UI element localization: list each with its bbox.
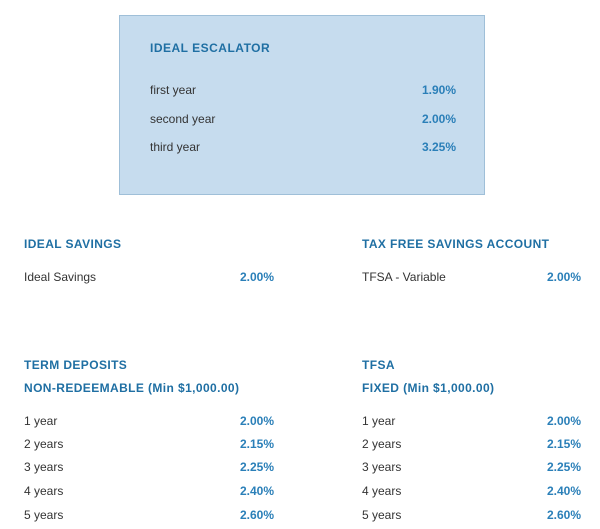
term-deposits-subtitle: NON-REDEEMABLE (Min $1,000.00): [24, 381, 240, 395]
rate-label: third year: [150, 140, 201, 154]
rate-row: 1 year 2.00%: [362, 414, 581, 430]
rate-row: TFSA - Variable 2.00%: [362, 270, 581, 286]
rate-label: 1 year: [24, 414, 58, 428]
rate-row: 5 years 2.60%: [24, 508, 274, 524]
rate-value: 2.00%: [546, 414, 581, 428]
rate-label: 3 years: [362, 460, 402, 474]
rate-label: 5 years: [362, 508, 402, 522]
rate-label: 1 year: [362, 414, 396, 428]
rate-row: 3 years 2.25%: [362, 460, 581, 476]
rate-row: first year 1.90%: [150, 83, 456, 99]
rate-row: 5 years 2.60%: [362, 508, 581, 524]
rate-value: 2.00%: [421, 112, 456, 126]
rate-label: TFSA - Variable: [362, 270, 446, 284]
rate-value: 2.60%: [239, 508, 274, 522]
rate-label: 4 years: [362, 484, 402, 498]
rate-label: 4 years: [24, 484, 64, 498]
rate-value: 2.00%: [239, 270, 274, 284]
rate-value: 2.60%: [546, 508, 581, 522]
ideal-escalator-title: IDEAL ESCALATOR: [150, 41, 271, 55]
tfsa-savings-title: TAX FREE SAVINGS ACCOUNT: [362, 237, 550, 251]
rate-row: 1 year 2.00%: [24, 414, 274, 430]
rate-label: second year: [150, 112, 216, 126]
rate-label: 3 years: [24, 460, 64, 474]
rate-value: 2.00%: [546, 270, 581, 284]
rate-row: 4 years 2.40%: [362, 484, 581, 500]
ideal-savings-title: IDEAL SAVINGS: [24, 237, 122, 251]
rate-value: 2.25%: [239, 460, 274, 474]
rate-value: 2.15%: [239, 437, 274, 451]
rate-row: 4 years 2.40%: [24, 484, 274, 500]
rate-label: 2 years: [24, 437, 64, 451]
rate-value: 3.25%: [421, 140, 456, 154]
rate-label: Ideal Savings: [24, 270, 97, 284]
rate-row: Ideal Savings 2.00%: [24, 270, 274, 286]
rate-row: second year 2.00%: [150, 112, 456, 128]
rate-label: 5 years: [24, 508, 64, 522]
rate-row: 2 years 2.15%: [362, 437, 581, 453]
ideal-escalator-panel: IDEAL ESCALATOR first year 1.90% second …: [119, 15, 485, 195]
rate-value: 2.40%: [546, 484, 581, 498]
tfsa-fixed-subtitle: FIXED (Min $1,000.00): [362, 381, 495, 395]
rate-value: 2.00%: [239, 414, 274, 428]
rate-value: 2.15%: [546, 437, 581, 451]
tfsa-fixed-title: TFSA: [362, 358, 395, 372]
rate-value: 1.90%: [421, 83, 456, 97]
rate-label: 2 years: [362, 437, 402, 451]
rate-label: first year: [150, 83, 197, 97]
rate-value: 2.40%: [239, 484, 274, 498]
rate-value: 2.25%: [546, 460, 581, 474]
rate-row: 3 years 2.25%: [24, 460, 274, 476]
rate-row: 2 years 2.15%: [24, 437, 274, 453]
term-deposits-title: TERM DEPOSITS: [24, 358, 128, 372]
rate-row: third year 3.25%: [150, 140, 456, 156]
